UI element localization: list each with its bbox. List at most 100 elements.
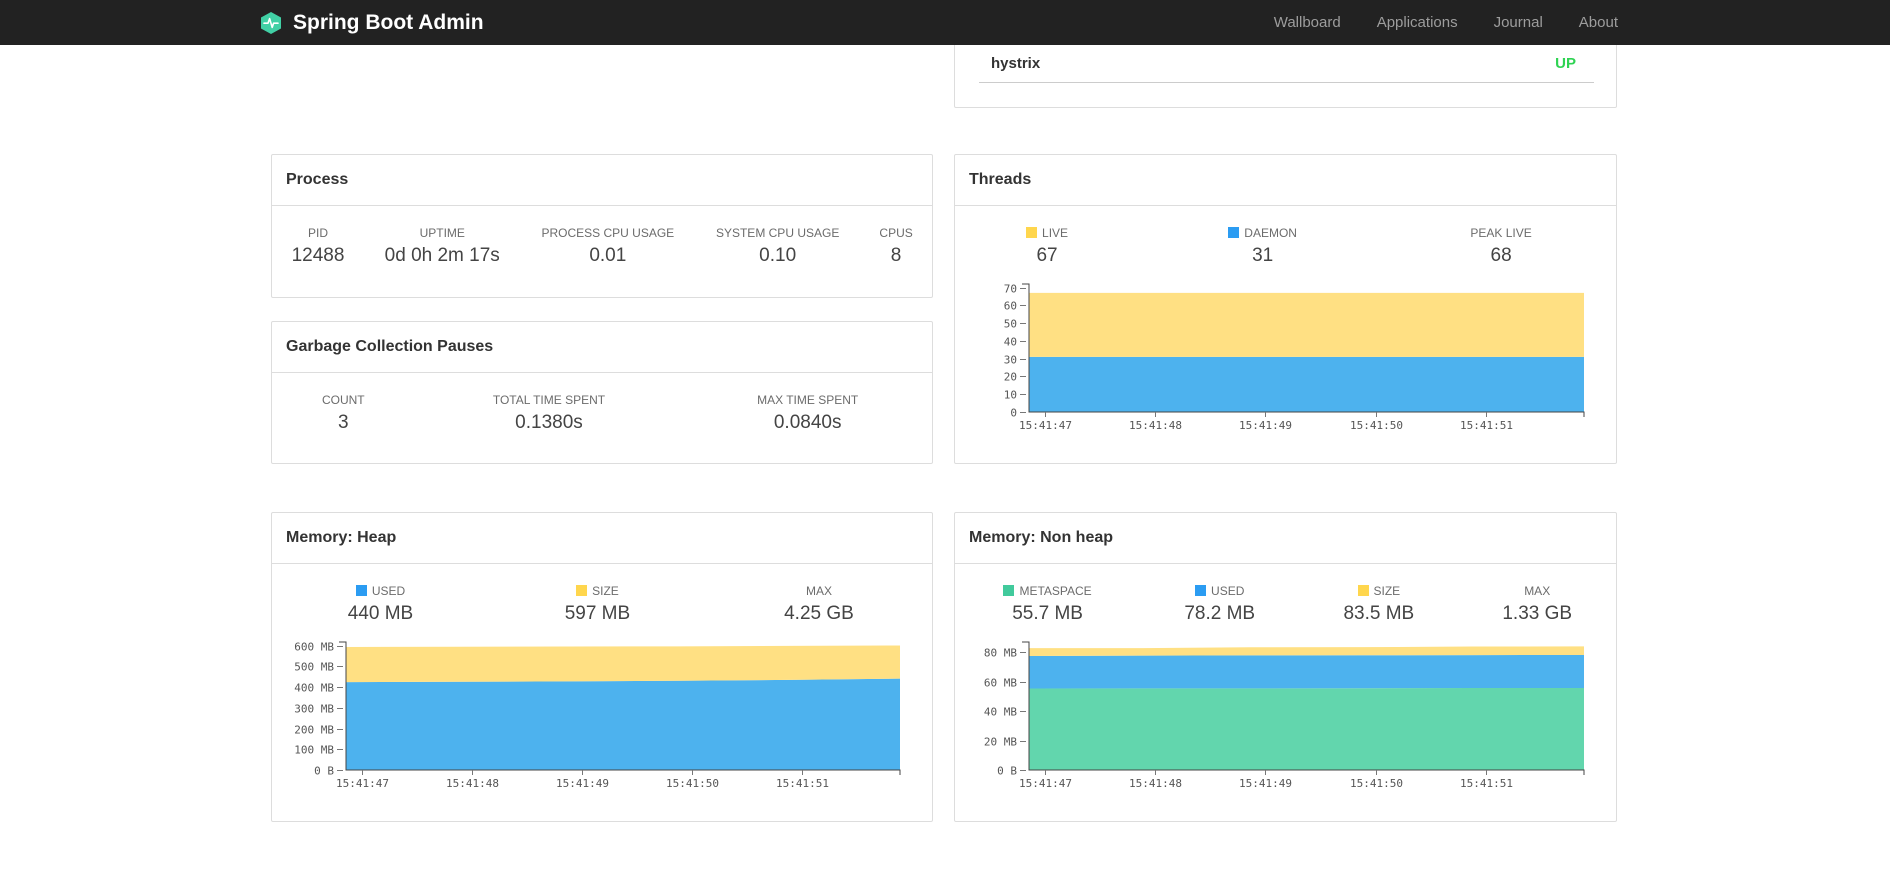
nav-item-applications[interactable]: Applications (1376, 14, 1458, 31)
y-tick-label: 0 (1010, 407, 1017, 420)
nav-item-journal[interactable]: Journal (1493, 14, 1543, 31)
legend-swatch-icon (1357, 585, 1369, 596)
process-card-title: Process (272, 155, 932, 206)
stats-table: COUNT TOTAL TIME SPENT MAX TIME SPENT 3 0.13… (272, 387, 932, 440)
memory-nonheap-card: Memory: Non heap METASPACE USED SIZE MAX 55.… (954, 512, 1617, 822)
brand[interactable]: Spring Boot Admin (259, 11, 484, 35)
stat-value: 31 (1252, 245, 1274, 266)
x-tick-label: 15:41:51 (776, 777, 829, 790)
stat-value: 4.25 GB (784, 603, 854, 624)
stats-table: PID UPTIME PROCESS CPU USAGE SYSTEM CPU USA… (272, 220, 932, 273)
y-tick-label: 400 MB (294, 682, 334, 695)
y-tick-label: 100 MB (294, 744, 334, 757)
stat-value: 68 (1490, 245, 1512, 266)
stat-value: 12488 (291, 245, 345, 266)
memory-nonheap-chart: 0 B 20 MB 40 MB 60 MB 80 MB 15:41:47 15:41:48 1… (984, 641, 1585, 790)
y-tick-label: 70 (1004, 283, 1017, 296)
y-tick-label: 30 (1004, 354, 1017, 367)
threads-chart: 0 10 20 30 40 50 60 70 15:41:47 15:41:48 15:41:49 1… (1004, 283, 1585, 432)
x-tick-label: 15:41:51 (1460, 777, 1513, 790)
application-status-badge: UP (1555, 55, 1576, 72)
y-tick-label: 0 B (314, 765, 334, 778)
y-tick-label: 500 MB (294, 661, 334, 674)
stat-value: 0.01 (589, 245, 627, 266)
stat-label: USED (272, 578, 489, 601)
x-tick-label: 15:41:50 (1350, 419, 1403, 432)
stat-label: UPTIME (419, 226, 465, 240)
stat-label: COUNT (321, 393, 365, 407)
stat-label: PEAK LIVE (1470, 226, 1532, 240)
stat-value: 55.7 MB (1012, 603, 1083, 624)
y-tick-label: 10 (1004, 389, 1017, 402)
stats-table: METASPACE USED SIZE MAX 55.7 MB 78.2 MB 83.5 M… (955, 578, 1616, 631)
stat-label: LIVE (955, 220, 1139, 243)
process-card: Process PID UPTIME PROCESS CPU USAGE SYSTEM… (271, 154, 933, 298)
area-size (346, 645, 900, 683)
y-tick-label: 40 (1004, 336, 1017, 349)
stat-value: 0.1380s (515, 412, 583, 433)
legend-swatch-icon (576, 585, 588, 596)
area-used (1029, 654, 1584, 689)
y-tick-label: 20 MB (984, 736, 1017, 749)
stat-label: DAEMON (1139, 220, 1386, 243)
y-tick-label: 600 MB (294, 641, 334, 654)
axis-line (339, 641, 901, 775)
area-size (1029, 646, 1584, 656)
stat-label: USED (1140, 578, 1299, 601)
x-tick-label: 15:41:47 (336, 777, 389, 790)
legend-swatch-icon (1195, 585, 1207, 596)
axis-line (1022, 283, 1585, 417)
x-tick-label: 15:41:49 (556, 777, 609, 790)
stat-label: METASPACE (955, 578, 1140, 601)
stat-value: 3 (338, 412, 349, 433)
y-tick-label: 20 (1004, 371, 1017, 384)
stat-label: SIZE (489, 578, 706, 601)
nav-item-wallboard[interactable]: Wallboard (1273, 14, 1341, 31)
stat-value: 0.10 (759, 245, 797, 266)
stat-label: TOTAL TIME SPENT (492, 393, 606, 407)
stats-table: USED SIZE MAX 440 MB 597 MB 4.25 GB (272, 578, 932, 631)
gc-pauses-stats: COUNT TOTAL TIME SPENT MAX TIME SPENT 3 0.13… (272, 387, 932, 440)
threads-card: Threads LIVE DAEMON PEAK LIVE 67 31 68 0 10 20 3… (954, 154, 1617, 464)
stat-label: PROCESS CPU USAGE (541, 226, 675, 240)
y-tick-label: 40 MB (984, 706, 1017, 719)
threads-stats: LIVE DAEMON PEAK LIVE 67 31 68 (955, 220, 1616, 273)
nav-links: Wallboard Applications Journal About (1274, 14, 1618, 31)
stat-value: 83.5 MB (1343, 603, 1415, 624)
y-tick-label: 200 MB (294, 724, 334, 737)
stats-table: LIVE DAEMON PEAK LIVE 67 31 68 (955, 220, 1616, 273)
area-metaspace (1029, 688, 1584, 770)
area-used (346, 678, 900, 770)
x-tick-label: 15:41:49 (1239, 777, 1292, 790)
stat-label: MAX TIME SPENT (757, 393, 859, 407)
legend-swatch-icon (355, 585, 367, 596)
legend-swatch-icon (1003, 585, 1015, 596)
stat-label: CPUS (879, 226, 913, 240)
stat-value: 1.33 GB (1502, 603, 1573, 624)
x-tick-label: 15:41:48 (1129, 419, 1182, 432)
nav-item-about[interactable]: About (1578, 14, 1618, 31)
stat-label: MAX (1524, 584, 1551, 598)
stat-label: SIZE (1299, 578, 1458, 601)
gc-pauses-card: Garbage Collection Pauses COUNT TOTAL TIM… (271, 321, 933, 464)
memory-heap-card-title: Memory: Heap (272, 513, 932, 564)
x-tick-label: 15:41:50 (666, 777, 719, 790)
area-daemon (1029, 356, 1584, 412)
stat-value: 440 MB (347, 603, 414, 624)
y-tick-label: 0 B (997, 765, 1017, 778)
stat-value: 8 (890, 245, 902, 266)
navbar: Spring Boot Admin Wallboard Applications J… (0, 0, 1890, 45)
x-tick-label: 15:41:47 (1019, 419, 1072, 432)
stat-label: SYSTEM CPU USAGE (715, 226, 840, 240)
area-live (1029, 292, 1584, 357)
y-tick-label: 80 MB (984, 647, 1017, 660)
stat-label: PID (307, 226, 328, 240)
x-tick-label: 15:41:50 (1350, 777, 1403, 790)
threads-card-title: Threads (955, 155, 1616, 206)
x-tick-label: 15:41:48 (446, 777, 499, 790)
memory-heap-stats: USED SIZE MAX 440 MB 597 MB 4.25 GB (272, 578, 932, 631)
y-tick-label: 60 (1004, 300, 1017, 313)
application-row[interactable]: hystrix UP (979, 45, 1594, 83)
memory-heap-chart: 0 B 100 MB 200 MB 300 MB 400 MB 500 MB 600 MB 1… (294, 641, 901, 790)
